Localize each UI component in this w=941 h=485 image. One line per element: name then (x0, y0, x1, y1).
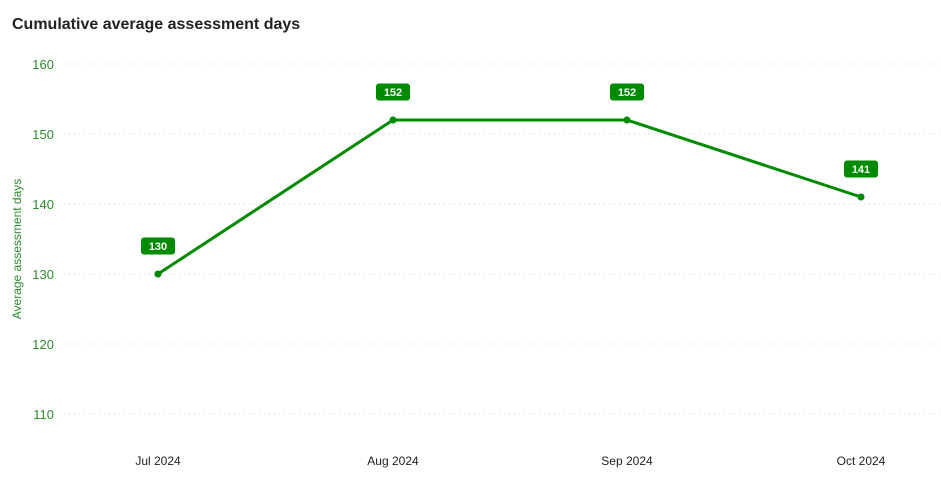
data-label: 152 (618, 87, 636, 99)
x-tick-label: Sep 2024 (601, 454, 653, 468)
data-point (857, 193, 865, 201)
series-layer (154, 116, 865, 278)
data-label: 152 (384, 87, 402, 99)
y-tick-label: 150 (32, 127, 54, 142)
data-labels-layer: 130 152 152 141 (141, 83, 878, 255)
y-tick-label: 130 (32, 267, 54, 282)
x-tick-label: Oct 2024 (837, 454, 886, 468)
series-line (157, 118, 862, 276)
data-label-badge (376, 83, 410, 101)
x-tick-label: Aug 2024 (367, 454, 419, 468)
x-axis-ticks: Jul 2024 Aug 2024 Sep 2024 Oct 2024 (135, 454, 885, 468)
data-label: 141 (852, 164, 870, 176)
data-point (623, 116, 631, 124)
y-axis-ticks: 110 120 130 140 150 160 (32, 57, 54, 422)
data-label-badge (141, 237, 175, 255)
x-tick-label: Jul 2024 (135, 454, 181, 468)
gridlines (64, 63, 940, 415)
y-axis-label: Average assessment days (10, 179, 24, 320)
data-label-badge (844, 160, 878, 178)
chart-title: Cumulative average assessment days (12, 16, 301, 33)
data-point (154, 270, 162, 278)
y-tick-label: 120 (32, 337, 54, 352)
data-point (389, 116, 397, 124)
y-tick-label: 160 (32, 57, 54, 72)
y-tick-label: 110 (33, 407, 54, 422)
y-tick-label: 140 (32, 197, 54, 212)
data-label: 130 (149, 241, 167, 253)
data-label-badge (610, 83, 644, 101)
